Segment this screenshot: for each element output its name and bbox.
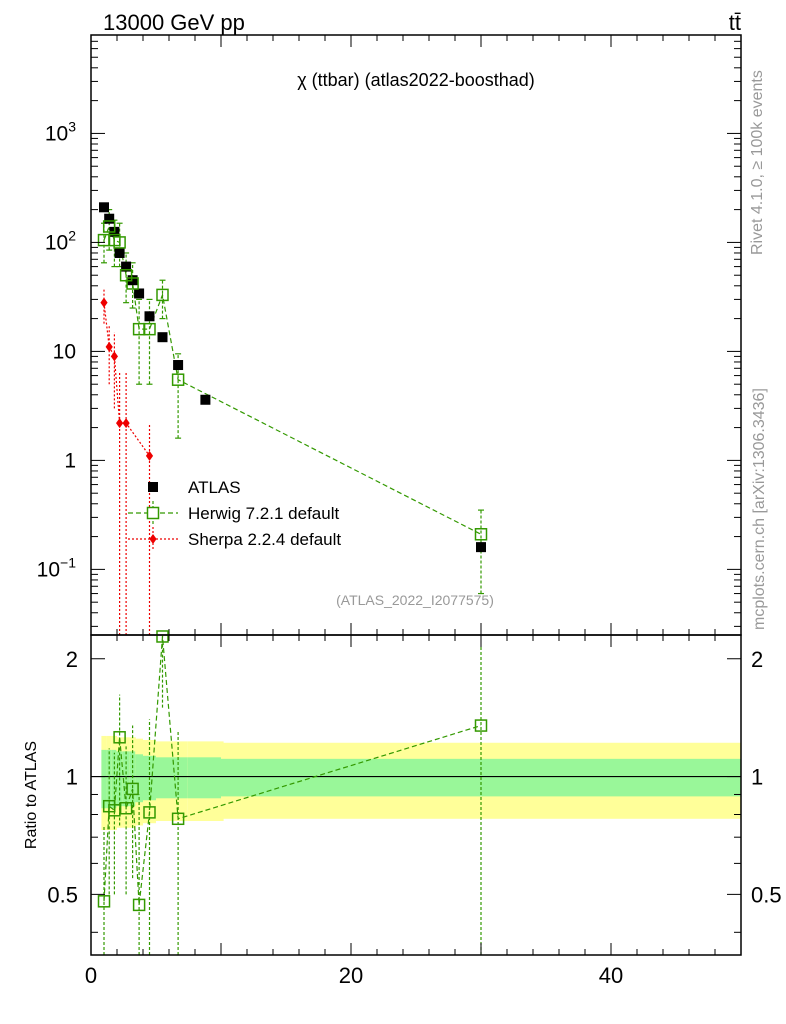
ratio-ylabel: Ratio to ATLAS [23,741,40,849]
rivet-label: Rivet 4.1.0, ≥ 100k events [749,70,766,255]
header-right: tt̄ [729,10,741,35]
atlas-point [134,288,145,299]
herwig-point [119,268,133,282]
herwig-ratio-line [103,636,482,905]
ratio-panel: 0 20 40 0.5 0.5 1 1 2 2 Ratio to ATLAS [23,630,782,988]
sherpa-point [105,341,113,352]
x-tick-label: 0 [85,963,97,988]
herwig-point [171,373,185,386]
x-tick-label: 20 [339,963,363,988]
legend-marker-sherpa [149,534,157,544]
ratio-tick-label-right: 2 [751,647,763,672]
legend-label: ATLAS [188,478,241,497]
main-panel: 10−1 1 10 102 103 χ (ttbar) (atlas2022-boost… [37,34,742,636]
sherpa-line [103,302,150,457]
ratio-band-inner [129,751,136,807]
atlas-point [114,247,125,258]
ratio-tick-label-right: 1 [751,765,763,790]
legend-marker-herwig [146,506,160,520]
herwig-ratio-point [113,731,126,744]
ratio-tick-label-right: 0.5 [751,882,782,907]
herwig-ratio-point [474,719,488,732]
sherpa-point [122,418,130,429]
herwig-point [156,288,169,302]
y-tick-label: 10 [53,340,76,363]
sherpa-point [100,297,108,308]
herwig-ratio-point [132,898,146,912]
atlas-point [476,542,486,553]
legend: ATLAS Herwig 7.2.1 default Sherpa 2.2.4 de… [128,478,341,551]
ratio-band-inner [156,757,169,799]
atlas-point [99,202,109,213]
ratio-tick-label: 1 [66,765,78,790]
ratio-band-inner [135,754,143,803]
y-tick-label: 10−1 [37,554,77,581]
herwig-point [113,236,126,249]
ratio-frame [90,634,742,956]
atlas-point [104,213,115,224]
herwig-ratio-point [97,895,111,908]
herwig-ratio-point [126,782,139,796]
legend-label: Sherpa 2.2.4 default [188,530,341,549]
herwig-point [143,322,156,336]
mcplots-label: mcplots.cern.ch [arXiv:1306.3436] [751,388,768,630]
herwig-point [474,528,488,541]
atlas-point [173,360,184,371]
atlas-point [157,332,168,343]
ratio-tick-label: 2 [66,647,78,672]
herwig-ratio-point [156,630,169,643]
plot-title: χ (ttbar) (atlas2022-boosthad) [297,70,535,90]
header-left: 13000 GeV pp [103,10,245,35]
sherpa-point [110,351,118,362]
atlas-point [121,261,132,272]
herwig-ratio-point [171,812,185,826]
ratio-band-inner [187,757,224,799]
atlas-point [144,311,155,322]
sherpa-point [145,450,154,461]
ratio-tick-label: 0.5 [47,882,78,907]
y-tick-label: 102 [45,227,76,254]
atlas-point [200,394,211,405]
herwig-line [103,224,482,535]
sherpa-point [116,418,124,429]
ratio-band-inner [101,749,107,809]
x-tick-label: 40 [599,963,623,988]
herwig-point [102,220,116,233]
herwig-point [126,277,139,290]
y-tick-label: 103 [45,118,76,145]
herwig-ratio-point [143,806,156,819]
legend-label: Herwig 7.2.1 default [188,504,339,523]
atlas-point [127,275,138,286]
herwig-ratio-point [119,801,133,815]
legend-marker-atlas [148,482,158,492]
watermark: (ATLAS_2022_I2077575) [336,592,494,608]
y-tick-label: 1 [64,449,76,472]
